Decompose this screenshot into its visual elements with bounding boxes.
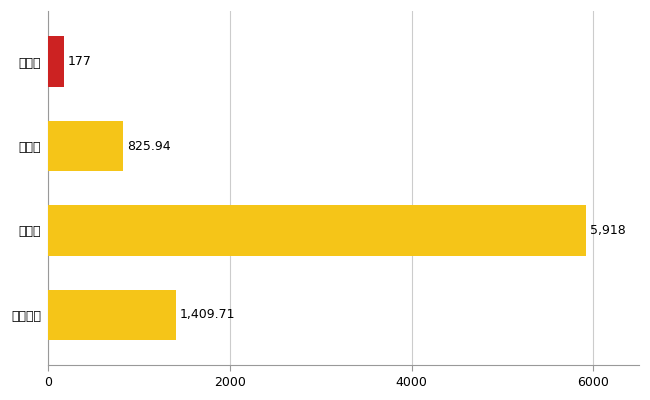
Text: 5,918: 5,918 [590, 224, 625, 237]
Bar [48, 121, 123, 172]
Text: 825.94: 825.94 [127, 140, 170, 153]
Bar [48, 290, 176, 340]
Bar [48, 36, 64, 87]
Bar [48, 205, 586, 256]
Text: 1,409.71: 1,409.71 [180, 308, 235, 321]
Text: 177: 177 [68, 55, 92, 68]
